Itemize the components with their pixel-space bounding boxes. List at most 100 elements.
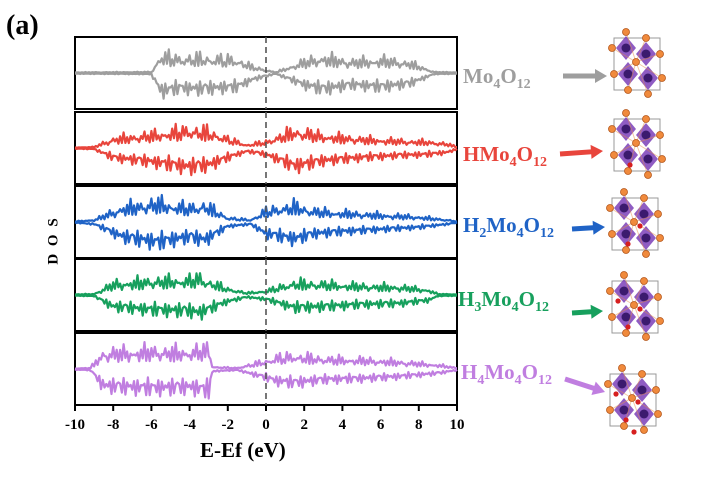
mo-atom <box>621 312 631 322</box>
o-atom <box>630 301 638 309</box>
arrow-head <box>591 381 605 395</box>
h-atom <box>627 162 633 168</box>
arrow-shaft <box>571 224 598 232</box>
bond <box>635 53 661 63</box>
x-tick-label: 8 <box>415 417 423 433</box>
dos-panel-mo4o12 <box>74 36 458 110</box>
mo-atom <box>637 385 647 395</box>
bond <box>609 397 633 411</box>
dos-curve-lower <box>74 72 458 100</box>
bond <box>635 142 663 160</box>
h-atom <box>623 417 629 423</box>
o-atom <box>610 151 618 159</box>
o-atom <box>642 333 650 341</box>
o-atom <box>656 50 664 58</box>
arrow-head <box>595 69 607 83</box>
bond <box>625 31 637 63</box>
x-tick-label: -6 <box>145 417 158 433</box>
structure-arrows <box>559 69 607 395</box>
series-label-h2mo4o12: H2Mo4O12 <box>463 213 555 242</box>
arrow-shaft <box>559 149 596 157</box>
bond <box>623 274 635 306</box>
bond <box>621 367 633 399</box>
unit-cell <box>611 197 659 251</box>
unit-cell <box>609 373 657 427</box>
x-tick-label: 2 <box>300 417 308 433</box>
o-atom <box>620 188 628 196</box>
mo-atom <box>619 405 629 415</box>
o-atom <box>622 246 630 254</box>
o-atom <box>640 277 648 285</box>
bond <box>635 37 647 63</box>
o-atom <box>658 155 666 163</box>
bond <box>625 112 637 144</box>
mo-atom <box>621 124 631 134</box>
dos-curve-upper <box>74 341 458 370</box>
dos-panel-h4mo4o12 <box>74 332 458 406</box>
o-atom <box>630 218 638 226</box>
o-atom <box>656 131 664 139</box>
o-atom <box>622 329 630 337</box>
mo-atom <box>639 409 649 419</box>
bond <box>631 389 657 399</box>
mo-atom <box>643 154 653 164</box>
dos-panels <box>74 36 458 406</box>
y-axis-label: D O S <box>45 216 62 265</box>
x-tick-label: 10 <box>450 417 465 433</box>
unit-cell <box>611 280 659 334</box>
series-label-h4mo4o12: H4Mo4O12 <box>461 360 553 389</box>
bond <box>633 304 647 338</box>
o-atom <box>644 171 652 179</box>
x-axis: -10 -8 -6 -4 -2 0 2 4 6 8 10 <box>65 405 465 433</box>
o-atom <box>642 250 650 258</box>
bond <box>635 118 647 144</box>
x-tick-label: 0 <box>262 417 270 433</box>
o-atom <box>654 293 662 301</box>
arrow-head <box>592 220 605 235</box>
o-atom <box>610 70 618 78</box>
o-atom <box>606 406 614 414</box>
o-atom <box>638 370 646 378</box>
bond <box>611 304 635 318</box>
arrow-head <box>590 304 603 319</box>
crystal-structure-h3mo4o12 <box>606 271 664 341</box>
series-label-mo4o12: Mo4O12 <box>463 64 531 93</box>
dos-curve-lower <box>74 294 458 321</box>
o-atom <box>606 204 614 212</box>
crystal-structure-hmo4o12 <box>608 109 666 179</box>
mo-atom <box>641 130 651 140</box>
unit-cell <box>613 118 661 172</box>
o-atom <box>622 28 630 36</box>
o-atom <box>604 380 612 388</box>
o-atom <box>608 44 616 52</box>
mo-atom <box>639 292 649 302</box>
bond <box>635 134 661 144</box>
dos-panel-h2mo4o12 <box>74 185 458 259</box>
bond <box>635 142 649 176</box>
bond <box>611 221 635 235</box>
panel-label: (a) <box>6 10 39 41</box>
o-atom <box>642 115 650 123</box>
bond <box>623 191 635 223</box>
mo-atom <box>621 229 631 239</box>
x-tick-label: 6 <box>377 417 385 433</box>
dos-panel-h3mo4o12 <box>74 258 458 332</box>
mo-atom <box>617 379 627 389</box>
h-atom <box>613 391 619 397</box>
x-tick-label: -4 <box>183 417 196 433</box>
mo-atom <box>639 209 649 219</box>
bond <box>635 61 663 79</box>
mo-atom <box>641 49 651 59</box>
bond <box>627 61 637 91</box>
crystal-structures <box>604 28 666 435</box>
dos-curve-upper <box>74 122 457 149</box>
bond <box>631 397 645 431</box>
mo-atom <box>623 150 633 160</box>
x-axis-label: E-Ef (eV) <box>200 438 286 462</box>
h-atom <box>637 306 643 312</box>
h-atom <box>625 241 631 247</box>
bond <box>613 61 637 75</box>
o-atom <box>620 271 628 279</box>
arrow-head <box>590 144 603 159</box>
